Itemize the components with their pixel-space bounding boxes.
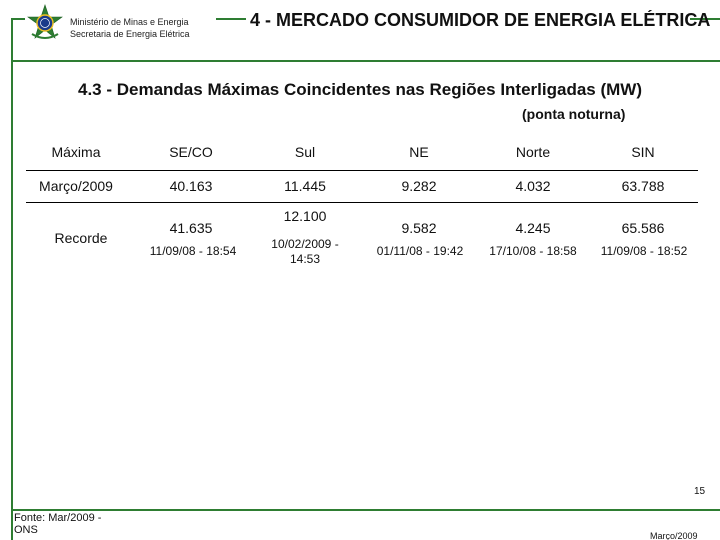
marco-sul-value: 11.445 — [250, 178, 360, 194]
recorde-sul-value: 12.100 — [250, 208, 360, 224]
frame-top-line — [11, 18, 25, 20]
marco-norte-value: 4.032 — [478, 178, 588, 194]
column-header-ne: NE — [364, 144, 474, 160]
recorde-sul-date: 10/02/2009 - 14:53 — [262, 237, 348, 267]
recorde-sin-date: 11/09/08 - 18:52 — [588, 244, 700, 258]
brazil-coat-of-arms-icon — [26, 4, 64, 42]
chapter-title: 4 - MERCADO CONSUMIDOR DE ENERGIA ELÉTRI… — [250, 10, 720, 31]
footer-source: Fonte: Mar/2009 - ONS — [14, 512, 114, 536]
column-header-norte: Norte — [478, 144, 588, 160]
demand-table: Máxima SE/CO Sul NE Norte SIN Março/2009… — [26, 134, 698, 270]
section-title: 4.3 - Demandas Máximas Coincidentes nas … — [0, 80, 720, 100]
marco-sin-value: 63.788 — [588, 178, 698, 194]
column-header-sul: Sul — [250, 144, 360, 160]
recorde-norte-value: 4.245 — [478, 220, 588, 236]
header-divider — [11, 60, 720, 62]
column-header-sin: SIN — [588, 144, 698, 160]
recorde-ne-value: 9.582 — [364, 220, 474, 236]
footer-date: Março/2009 — [650, 531, 698, 540]
footer-divider — [11, 509, 720, 511]
header-rule-left — [216, 18, 246, 20]
header-row-divider — [26, 170, 698, 171]
secretariat-name: Secretaria de Energia Elétrica — [70, 28, 190, 40]
column-header-maxima: Máxima — [26, 144, 126, 160]
recorde-sin-value: 65.586 — [588, 220, 698, 236]
marco-seco-value: 40.163 — [136, 178, 246, 194]
marco-ne-value: 9.282 — [364, 178, 474, 194]
page-number: 15 — [694, 486, 705, 497]
recorde-ne-date: 01/11/08 - 19:42 — [360, 244, 480, 258]
ministry-name: Ministério de Minas e Energia — [70, 16, 190, 28]
recorde-seco-value: 41.635 — [136, 220, 246, 236]
row-label-marco: Março/2009 — [26, 178, 126, 194]
recorde-seco-date: 11/09/08 - 18:54 — [136, 244, 250, 258]
row-label-recorde: Recorde — [26, 230, 136, 246]
row-divider — [26, 202, 698, 203]
recorde-norte-date: 17/10/08 - 18:58 — [476, 244, 590, 258]
ministry-block: Ministério de Minas e Energia Secretaria… — [70, 16, 190, 40]
section-subtitle: (ponta noturna) — [522, 106, 625, 122]
column-header-seco: SE/CO — [136, 144, 246, 160]
